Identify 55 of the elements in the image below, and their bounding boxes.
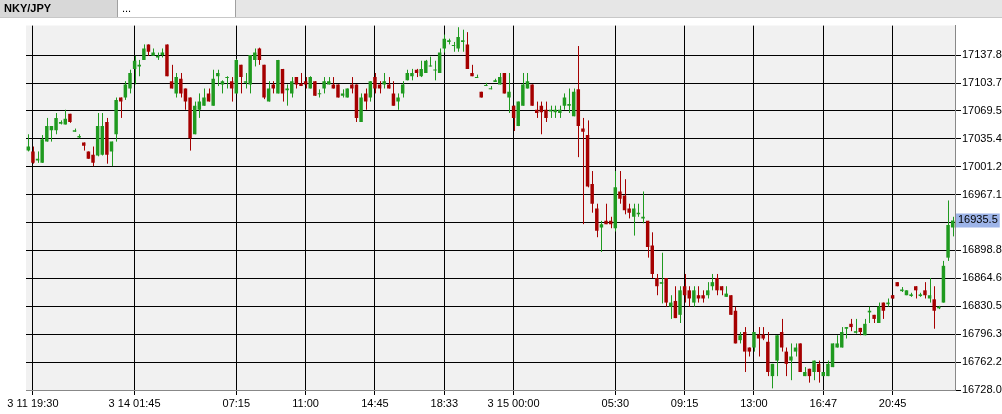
y-tick-label: 16762.2 (962, 355, 1002, 368)
chart-title: NKY/JPY (0, 0, 118, 17)
text: ... (118, 0, 236, 17)
candlestick (54, 112, 58, 135)
candlestick (91, 146, 95, 167)
candlestick (179, 72, 183, 98)
x-tick-label: 05:30 (601, 396, 630, 409)
y-tick-label: 17035.4 (962, 131, 1002, 144)
y-tick-label: 17069.5 (962, 104, 1002, 117)
candlestick (632, 203, 636, 237)
candlestick (659, 252, 664, 304)
x-tick-label: 16:47 (809, 396, 838, 409)
x-tick-label: 3 11 19:30 (7, 396, 59, 409)
candlestick (174, 72, 178, 98)
candlestick (692, 285, 696, 308)
y-tick-label: 17137.8 (962, 48, 1002, 61)
x-tick-label: 07:15 (222, 396, 251, 409)
y-tick-label: 16898.8 (962, 243, 1002, 256)
x-tick-label: 09:15 (670, 396, 699, 409)
candlestick (844, 326, 849, 340)
candlestick (581, 117, 585, 225)
candlestick (789, 342, 793, 381)
candlestick (317, 88, 322, 98)
candlestick (229, 76, 234, 103)
y-tick-label: 17103.7 (962, 76, 1002, 89)
candlestick (391, 80, 396, 107)
y-tick-label: 16864.6 (962, 271, 1002, 284)
x-tick-label: 11:00 (292, 396, 319, 409)
candlestick (655, 273, 659, 296)
x-tick-label: 18:33 (430, 396, 459, 409)
candlestick (530, 83, 534, 107)
candlestick (373, 72, 377, 94)
x-tick-label: 13:00 (740, 396, 768, 409)
x-tick-label: 3 14 01:45 (108, 396, 161, 409)
candlestick (363, 88, 368, 111)
candlestick (595, 203, 599, 238)
y-tick-label: 16967.1 (962, 187, 1002, 200)
candlestick (239, 64, 243, 94)
x-tick-label: 3 15 00:00 (487, 396, 540, 409)
candlestick (169, 64, 174, 90)
x-tick-label: 14:45 (361, 396, 389, 409)
candlestick (225, 75, 229, 90)
candlestick (715, 273, 719, 296)
y-tick-label: 16796.3 (962, 327, 1002, 340)
candlestick (507, 72, 511, 114)
y-tick-label: 16728.0 (962, 383, 1002, 396)
candlestick (932, 285, 936, 330)
candlestick (544, 101, 548, 123)
candlestick (128, 69, 132, 94)
y-tick-label: 16830.5 (962, 299, 1002, 312)
x-tick-label: 20:45 (878, 396, 907, 409)
y-tick-label: 17001.2 (962, 159, 1002, 172)
candlestick (567, 88, 571, 114)
candlestick (451, 41, 456, 53)
annotation: 16935.5 (958, 213, 998, 226)
